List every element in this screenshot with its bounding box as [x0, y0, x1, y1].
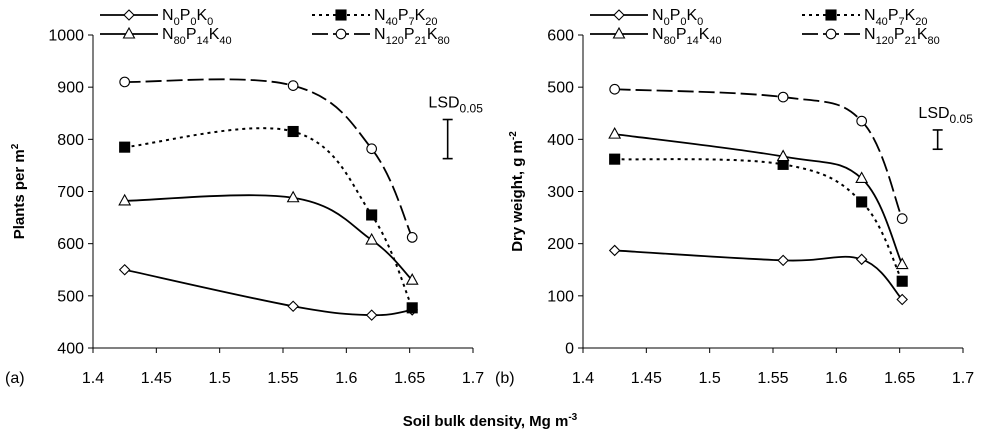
x-tick-label: 1.45 — [631, 370, 662, 387]
x-tick-label: 1.4 — [572, 370, 594, 387]
point-N0P0K0 — [287, 300, 299, 313]
x-tick-label: 1.55 — [267, 370, 298, 387]
legend-marker-N40P7K20 — [825, 9, 837, 21]
y-tick-label: 600 — [547, 28, 574, 45]
y-tick-label: 0 — [565, 341, 574, 358]
x-tick-label: 1.65 — [884, 370, 915, 387]
x-tick-label: 1.45 — [141, 370, 172, 387]
point-N40P7K20 — [366, 209, 378, 221]
x-tick-label: 1.55 — [757, 370, 788, 387]
point-N40P7K20 — [119, 141, 131, 153]
point-N0P0K0 — [896, 293, 908, 306]
x-tick-label: 1.7 — [952, 370, 974, 387]
y-tick-label: 400 — [547, 132, 574, 149]
legend-marker-N40P7K20 — [335, 9, 347, 21]
point-N80P14K40 — [855, 171, 869, 184]
point-N120P21K80 — [406, 232, 418, 243]
series-line-N0P0K0 — [614, 249, 903, 301]
panel-label: (a) — [5, 370, 25, 387]
legend-marker-N80P14K40 — [612, 26, 626, 39]
point-N40P7K20 — [287, 125, 299, 138]
point-N80P14K40 — [286, 190, 300, 203]
x-tick-label: 1.65 — [394, 370, 425, 387]
point-N80P14K40 — [608, 126, 622, 139]
point-N120P21K80 — [609, 83, 621, 95]
series-line-N120P21K80 — [124, 78, 414, 238]
point-N80P14K40 — [776, 149, 790, 162]
legend-label-N80P14K40: N80P14K40 — [162, 26, 232, 47]
y-tick-label: 200 — [547, 236, 574, 253]
legend-label-N0P0K0: N0P0K0 — [652, 7, 703, 28]
point-N120P21K80 — [777, 91, 789, 103]
point-N0P0K0 — [777, 254, 789, 267]
point-N80P14K40 — [405, 273, 419, 285]
legend-marker-N120P21K80 — [335, 28, 347, 40]
point-N40P7K20 — [856, 196, 868, 208]
legend-marker-N0P0K0 — [613, 9, 625, 21]
lsd-label: LSD0.05 — [428, 95, 483, 116]
y-tick-label: 600 — [57, 236, 84, 253]
x-tick-label: 1.7 — [462, 370, 484, 387]
legend-label-N80P14K40: N80P14K40 — [652, 26, 722, 47]
y-tick-label: 500 — [547, 80, 574, 97]
panel-label: (b) — [495, 370, 515, 387]
legend-marker-N80P14K40 — [122, 26, 136, 39]
point-N40P7K20 — [896, 275, 908, 287]
y-tick-label: 900 — [57, 80, 84, 97]
panel-a-plants-per-m2: 400 500 600 700 800 900 1000 1.4 1.45 1.5 1.55 1.6 1… — [5, 7, 484, 387]
y-tick-label: 500 — [57, 288, 84, 305]
panel-b-dry-weight: 0 100 200 300 400 500 600 1.4 1.45 1.5 1.55 1.6 1.65… — [495, 7, 974, 387]
point-N80P14K40 — [895, 257, 909, 270]
legend-label-N120P21K80: N120P21K80 — [864, 26, 940, 47]
point-N40P7K20 — [406, 302, 418, 314]
legend-label-N40P7K20: N40P7K20 — [374, 7, 438, 28]
y-tick-label: 700 — [57, 184, 84, 201]
point-N0P0K0 — [855, 253, 868, 266]
y-tick-label: 800 — [57, 132, 84, 149]
legend-label-N40P7K20: N40P7K20 — [864, 7, 928, 28]
point-N0P0K0 — [608, 244, 621, 257]
y-axis-label: Plants per m2 — [10, 143, 28, 239]
y-tick-label: 300 — [547, 184, 574, 201]
legend-label-N0P0K0: N0P0K0 — [162, 7, 213, 28]
series-line-N120P21K80 — [614, 88, 904, 219]
point-N0P0K0 — [118, 263, 131, 276]
point-N80P14K40 — [118, 193, 132, 206]
series-line-N0P0K0 — [124, 268, 413, 317]
x-tick-label: 1.4 — [82, 370, 104, 387]
point-N120P21K80 — [119, 76, 131, 88]
point-N80P14K40 — [365, 232, 379, 245]
x-tick-label: 1.6 — [825, 370, 847, 387]
x-tick-label: 1.5 — [699, 370, 721, 387]
point-N120P21K80 — [856, 115, 868, 127]
point-N120P21K80 — [366, 143, 378, 155]
legend-marker-N0P0K0 — [123, 9, 135, 21]
point-N40P7K20 — [609, 153, 621, 165]
lsd-label: LSD0.05 — [918, 105, 973, 126]
series-line-N80P14K40 — [614, 133, 904, 265]
series-line-N80P14K40 — [124, 194, 413, 281]
y-axis-label: Dry weight, g m-2 — [508, 131, 526, 252]
shared-x-axis-label: Soil bulk density, Mg m-3 — [403, 412, 578, 430]
point-N0P0K0 — [365, 309, 378, 321]
y-tick-label: 400 — [57, 341, 84, 358]
x-tick-label: 1.6 — [335, 370, 357, 387]
point-N120P21K80 — [287, 80, 299, 91]
y-tick-label: 1000 — [48, 28, 84, 45]
legend-marker-N120P21K80 — [825, 28, 837, 40]
x-tick-label: 1.5 — [209, 370, 231, 387]
y-tick-label: 100 — [547, 288, 574, 305]
legend-label-N120P21K80: N120P21K80 — [374, 26, 450, 47]
point-N120P21K80 — [896, 213, 908, 224]
